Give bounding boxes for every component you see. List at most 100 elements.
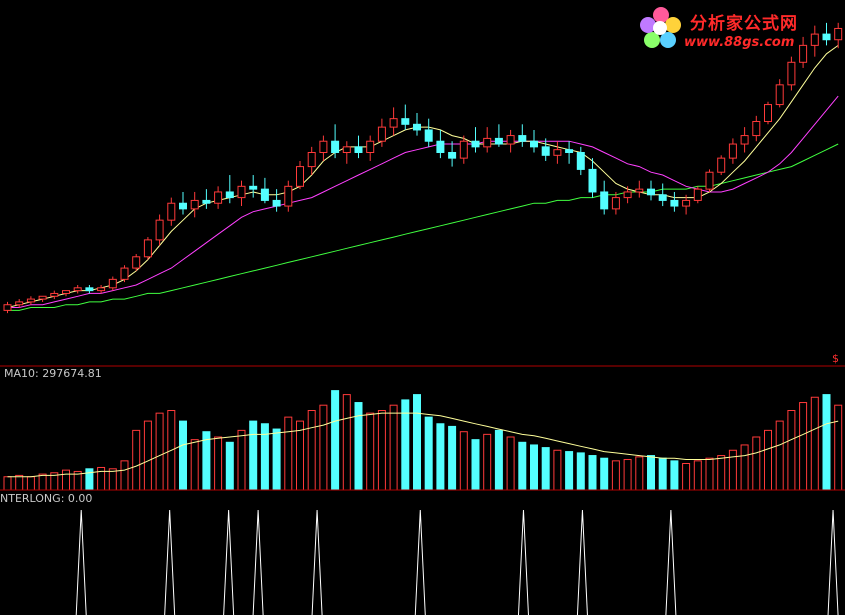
candle-up [553,149,562,156]
indicator-spike [517,509,529,615]
volume-bar-up [155,412,164,491]
candle-up [214,191,223,204]
candle-up [764,104,772,122]
candle-up [26,298,35,303]
volume-bar-up [553,449,562,491]
volume-bar-up [834,404,843,491]
candle-down [249,185,258,190]
volume-bar-down [436,423,445,491]
candle-up [132,256,141,269]
volume-bar-up [284,416,293,491]
candle-down [588,168,597,193]
volume-bar-up [62,469,70,491]
candle-up [120,267,129,280]
candle-up [787,61,796,86]
indicator-panel [75,509,839,615]
candle-down [401,118,410,125]
volume-bar-up [307,410,316,491]
candle-up [73,287,82,292]
candle-up [377,126,386,142]
candle-up [635,188,644,193]
volume-bar-up [389,404,398,491]
volume-bar-up [752,436,761,491]
volume-bar-up [319,404,328,491]
volume-bar-down [179,420,187,491]
candle-down [494,137,503,145]
volume-bar-up [611,460,620,491]
volume-ma10-label: MA10: 297674.81 [4,367,102,380]
candle-up [834,27,843,41]
volume-bar-up [682,463,691,491]
indicator-spike [164,509,176,615]
volume-bar-up [483,433,492,491]
volume-bar-up [143,420,152,491]
candle-up [284,185,293,207]
ma10-line [7,95,839,308]
candle-up [167,202,176,221]
candle-down [471,140,480,148]
volume-bar-down [494,429,503,491]
candle-up [97,287,106,292]
volume-bar-up [740,444,749,491]
volume-bar-up [296,420,304,491]
ma30-line [7,143,839,311]
candle-up [682,199,691,207]
volume-bar-down [413,394,421,491]
volume-bar-down [448,425,457,491]
volume-panel [3,390,843,491]
volume-bar-up [810,396,819,491]
candle-down [225,191,234,199]
flower-icon [640,7,681,48]
candle-up [62,290,70,294]
candle-down [179,202,187,210]
volume-bar-up [459,431,468,491]
candle-down [448,151,457,159]
candle-down [530,140,538,148]
volume-bar-up [342,394,351,491]
candle-down [272,199,281,207]
candle-down [600,191,609,210]
volume-bar-up [3,476,12,491]
candle-up [693,188,702,201]
candle-down [331,140,340,153]
volume-ma-line [7,412,839,478]
candle-up [143,239,152,258]
indicator-spike [75,509,87,615]
volume-bar-up [717,455,726,491]
volume-bar-down [600,457,609,491]
candle-up [190,199,199,210]
volume-bar-up [214,436,223,491]
candle-down [424,129,433,142]
candle-up [296,166,304,187]
volume-bar-up [764,429,772,491]
candle-up [459,140,468,159]
candle-down [260,188,269,201]
volume-bar-up [775,420,784,491]
volume-bar-up [693,460,702,491]
volume-bar-down [225,441,234,491]
candle-down [413,123,421,131]
site-logo: 分析家公式网 www.88gs.com [634,3,839,55]
volume-bar-down [588,455,597,491]
volume-bar-up [120,460,129,491]
volume-bar-down [530,444,538,491]
candle-down [541,146,550,156]
volume-bar-down [424,416,433,491]
candle-up [740,135,749,145]
volume-bar-down [249,420,258,491]
volume-bar-down [647,455,655,491]
volume-bar-up [366,412,375,491]
volume-bar-up [623,459,632,491]
candle-up [319,140,328,153]
volume-bar-down [541,447,550,491]
volume-bar-down [670,460,679,491]
candle-up [483,137,492,148]
candle-down [822,33,831,41]
volume-bar-down [471,439,480,491]
indicator-spike [311,509,323,615]
candle-up [717,157,726,173]
indicator-spike [576,509,588,615]
volume-bar-up [26,476,35,491]
price-panel [3,22,843,314]
volume-bar-up [237,429,246,491]
